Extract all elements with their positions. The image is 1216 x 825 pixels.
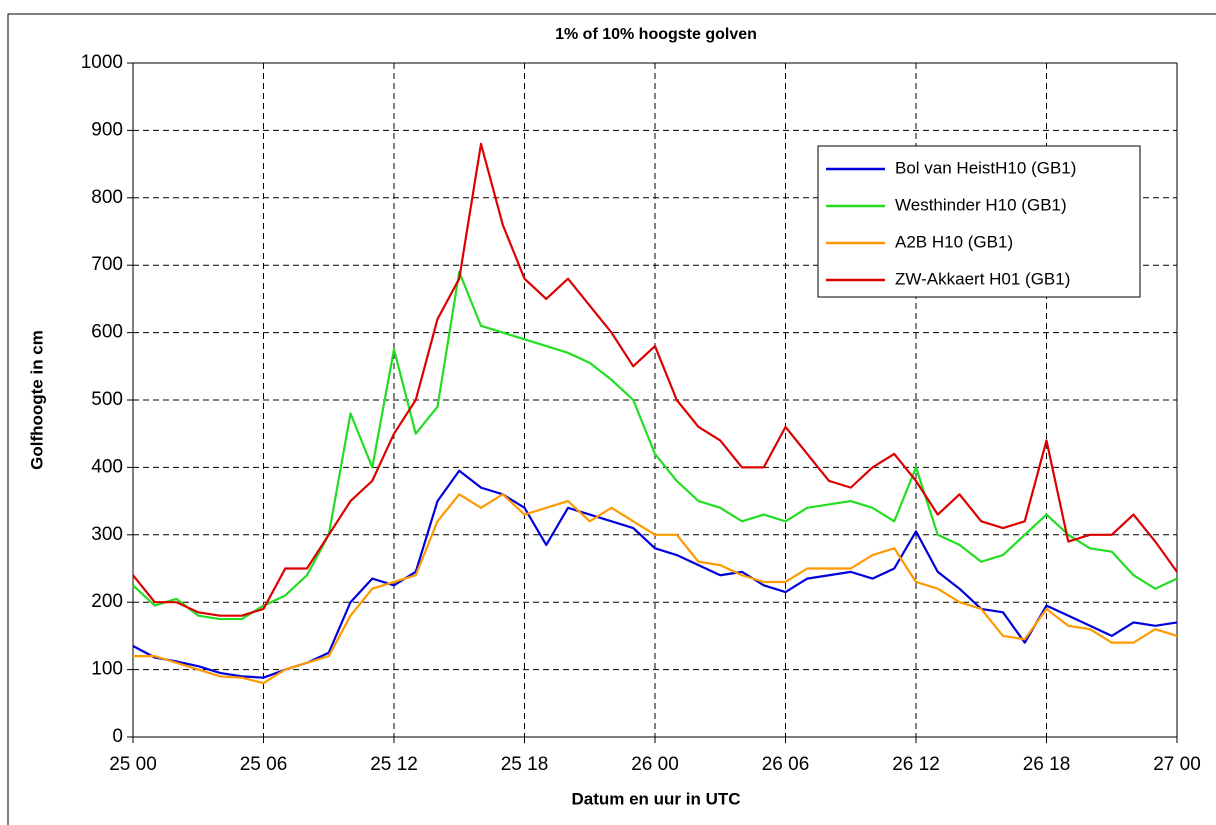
chart-frame	[7, 13, 1216, 825]
y-tick-label: 500	[91, 389, 123, 410]
legend-label: A2B H10 (GB1)	[895, 232, 1013, 251]
legend-label: Bol van HeistH10 (GB1)	[895, 158, 1076, 177]
legend-box	[817, 145, 1141, 298]
legend-label: Westhinder H10 (GB1)	[895, 195, 1067, 214]
series-line	[133, 493, 1178, 685]
y-tick-label: 700	[91, 254, 123, 275]
y-axis-label: Golfhoogte in cm	[27, 330, 46, 470]
y-tick-label: 0	[112, 726, 123, 747]
x-tick-label: 26 06	[762, 754, 810, 775]
series-line	[132, 270, 1178, 621]
series-line	[132, 142, 1178, 617]
y-tick-label: 400	[91, 456, 123, 477]
x-tick-label: 26 12	[892, 754, 940, 775]
y-tick-label: 600	[91, 322, 123, 343]
x-tick-label: 25 18	[501, 754, 549, 775]
x-tick-label: 26 00	[631, 754, 679, 775]
chart-title: 1% of 10% hoogste golven	[555, 26, 757, 43]
y-tick-label: 900	[91, 119, 123, 140]
x-tick-label: 25 06	[240, 754, 288, 775]
y-tick-label: 100	[91, 659, 123, 680]
legend-label: ZW-Akkaert H01 (GB1)	[895, 269, 1070, 288]
y-tick-label: 300	[91, 524, 123, 545]
x-tick-label: 25 12	[370, 754, 418, 775]
x-tick-label: 26 18	[1023, 754, 1071, 775]
y-tick-label: 800	[91, 187, 123, 208]
x-axis-label: Datum en uur in UTC	[571, 789, 740, 808]
x-tick-label: 25 00	[109, 754, 157, 775]
y-tick-label: 200	[91, 591, 123, 612]
x-tick-label: 27 00	[1153, 754, 1201, 775]
y-tick-label: 1000	[81, 52, 123, 73]
